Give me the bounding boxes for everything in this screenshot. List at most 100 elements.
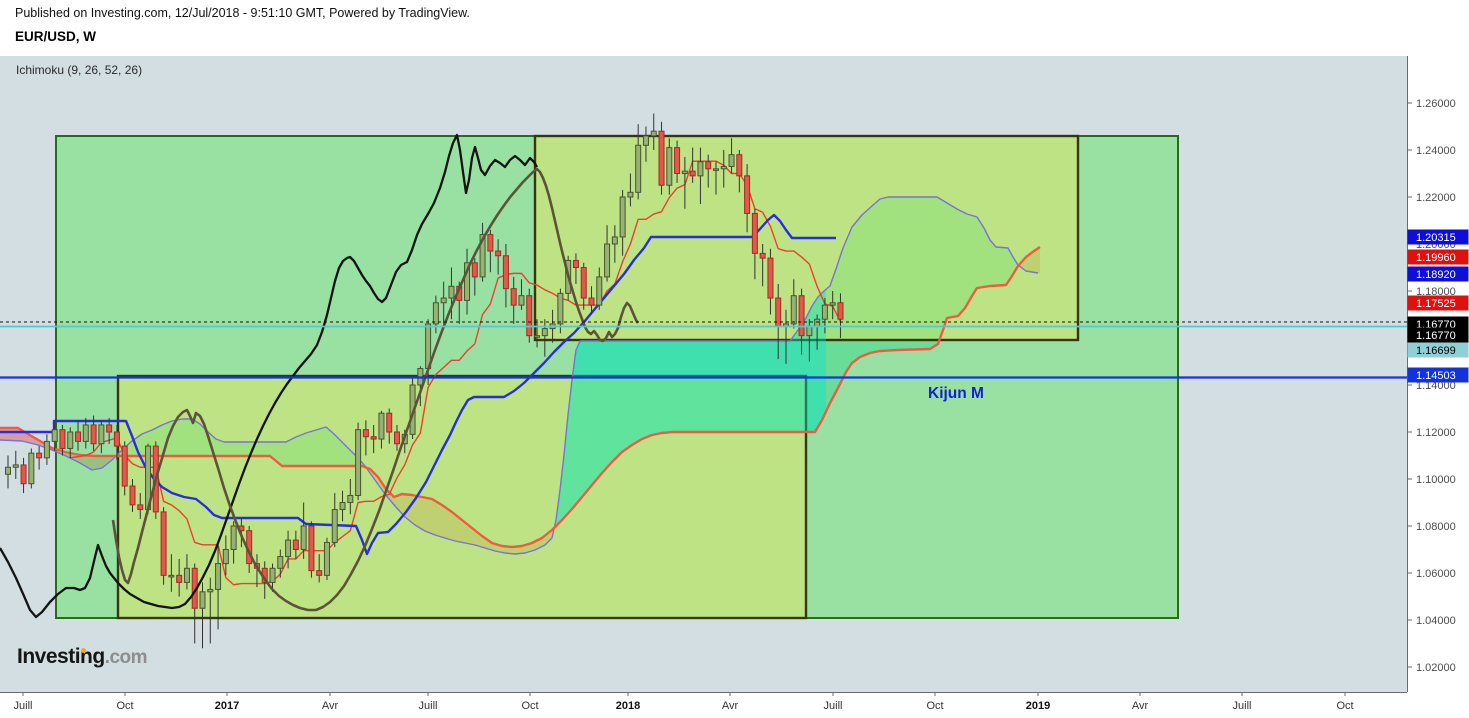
logo-suffix: .com <box>104 647 148 668</box>
time-tick-label: Avr <box>722 700 739 712</box>
candle-body <box>331 509 338 543</box>
time-tick-label: 2017 <box>215 700 239 712</box>
price-badge <box>1407 367 1469 383</box>
logo-text: Investing <box>17 645 105 668</box>
candle-body <box>347 494 354 504</box>
candle-body <box>759 252 766 259</box>
candle-body <box>82 424 89 442</box>
price-tick-label: 1.08000 <box>1416 521 1456 533</box>
time-tick-label: Avr <box>322 700 339 712</box>
price-badge-label: 1.16770 <box>1416 330 1456 342</box>
candle-body <box>316 570 323 576</box>
published-line: Published on Investing.com, 12/Jul/2018 … <box>15 6 470 20</box>
candle-body <box>541 328 548 337</box>
candle-body <box>681 170 688 174</box>
candle-body <box>207 588 214 593</box>
candle-body <box>821 304 828 320</box>
candle-body <box>59 429 66 449</box>
candle-body <box>448 285 455 299</box>
candles <box>5 113 844 649</box>
candle-body <box>751 212 758 254</box>
time-tick-label: Juill <box>419 700 438 712</box>
price-tick-label: 1.04000 <box>1416 615 1456 627</box>
time-tick-label: Juill <box>14 700 33 712</box>
candle-body <box>339 502 346 511</box>
candle-body <box>222 549 229 565</box>
time-tick-label: Oct <box>116 700 133 712</box>
candle-body <box>736 154 743 177</box>
price-tick-label: 1.26000 <box>1416 98 1456 110</box>
candle-body <box>292 539 299 550</box>
cloud-overlap-band <box>556 289 826 526</box>
candle-body <box>378 412 385 440</box>
candle-body <box>502 255 509 290</box>
candle-body <box>308 525 315 572</box>
candle-body <box>43 440 50 459</box>
candle-body <box>106 424 113 433</box>
time-axis-labels: Juill Oct 2017 Avr Juill Oct 2018 Avr Juill Oct 20… <box>14 692 1354 712</box>
candle-body <box>744 175 751 214</box>
price-tick-label: 1.10000 <box>1416 474 1456 486</box>
candle-body <box>572 259 579 269</box>
price-badges: 1.203151.199601.189201.175251.167701.167… <box>1407 229 1469 383</box>
time-tick-label: Oct <box>521 700 538 712</box>
candle-body <box>471 262 478 278</box>
price-badge-label: 1.14503 <box>1416 370 1456 382</box>
candle-body <box>176 574 183 583</box>
lower-yellow-box[interactable] <box>116 374 808 620</box>
price-badge <box>1407 229 1469 245</box>
candle-body <box>394 431 400 445</box>
price-tick-label: 1.12000 <box>1416 427 1456 439</box>
candle-body <box>580 267 587 299</box>
candle-body <box>728 154 735 167</box>
candle-body <box>642 135 649 146</box>
candle-body <box>712 168 719 171</box>
candle-body <box>269 567 276 583</box>
price-tick-label: 1.18000 <box>1416 286 1456 298</box>
time-tick-label: 2019 <box>1026 700 1050 712</box>
tenkan-sen-line <box>70 160 842 586</box>
candle-body <box>604 243 611 278</box>
candle-body <box>137 504 144 511</box>
candle-body <box>495 250 502 257</box>
candle-body <box>277 556 284 569</box>
candle-body <box>487 234 494 252</box>
price-badge <box>1407 295 1469 311</box>
candle-body <box>720 165 727 170</box>
candle-body <box>619 196 626 238</box>
candle-body <box>510 288 517 306</box>
candle-body <box>168 574 175 578</box>
candle-body <box>20 464 27 485</box>
candle-body <box>121 445 128 487</box>
price-badge <box>1407 342 1469 358</box>
price-tick-label: 1.06000 <box>1416 568 1456 580</box>
candle-body <box>362 429 369 438</box>
candle-body <box>113 431 120 447</box>
candle-body <box>370 436 377 440</box>
price-badge <box>1407 266 1469 282</box>
candle-body <box>98 424 105 445</box>
candle-body <box>526 295 533 337</box>
candle-body <box>355 429 362 496</box>
time-tick-label: Avr <box>1132 700 1149 712</box>
candle-body <box>160 511 167 576</box>
symbol-title: EUR/USD, W <box>15 29 96 44</box>
senkou-span-a-line <box>0 246 1041 549</box>
time-tick-label: Juill <box>824 700 843 712</box>
price-badge <box>1407 249 1469 265</box>
candle-body <box>829 302 836 306</box>
price-tick-label: 1.02000 <box>1416 662 1456 674</box>
candle-body <box>790 295 797 325</box>
candle-body <box>837 302 844 320</box>
price-badge-label: 1.19960 <box>1416 252 1456 264</box>
plot-area[interactable]: Kijun M <box>0 113 1407 649</box>
candle-body <box>588 297 595 306</box>
price-badge-label: 1.17525 <box>1416 298 1456 310</box>
price-badge-label: 1.20315 <box>1416 232 1456 244</box>
candle-body <box>479 234 486 278</box>
candle-body <box>183 567 190 583</box>
candle-body <box>650 130 657 137</box>
time-tick-label: Oct <box>1336 700 1353 712</box>
